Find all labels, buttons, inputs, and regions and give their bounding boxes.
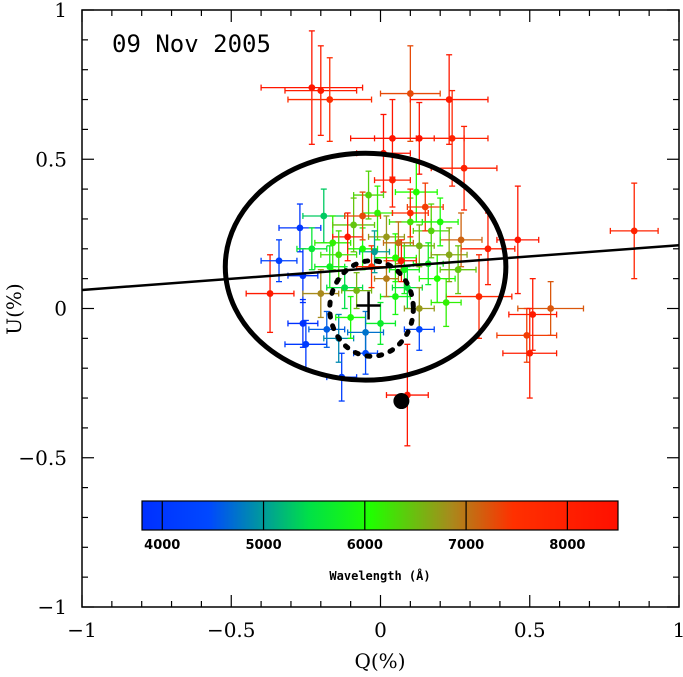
data-point [630, 227, 638, 235]
data-point [412, 188, 420, 196]
data-point [403, 284, 411, 292]
colorbar-tick-label: 4000 [144, 538, 180, 553]
data-point [359, 245, 366, 253]
data-point [308, 84, 316, 92]
data-point [547, 305, 555, 312]
data-point [320, 212, 328, 220]
y-tick-label: 0 [54, 297, 67, 321]
data-point [389, 134, 396, 142]
x-axis-title: Q(%) [354, 649, 405, 673]
data-point [436, 218, 444, 226]
data-point [317, 290, 325, 297]
data-point [415, 134, 423, 142]
axis-ticks [81, 9, 680, 608]
data-point [383, 275, 390, 283]
data-point [266, 290, 274, 297]
data-point [475, 293, 483, 300]
colorbar-tick-label: 5000 [245, 538, 281, 553]
x-tick-label: 1 [673, 618, 683, 642]
data-point [389, 176, 396, 184]
data-point [445, 251, 453, 259]
data-point [326, 96, 334, 103]
data-point [427, 227, 435, 235]
data-point [359, 212, 366, 220]
data-point [317, 87, 325, 94]
colorbar-tick-label: 6000 [347, 538, 383, 553]
colorbar-ticks: 4000 5000 6000 7000 8000 [144, 501, 585, 553]
data-point [371, 248, 378, 256]
data-point [344, 233, 352, 241]
colorbar-title: Wavelength (Å) [329, 568, 430, 583]
data-point [299, 320, 307, 327]
data-point [275, 257, 283, 265]
x-tick-label: −0.5 [207, 618, 256, 642]
colorbar-tick-label: 7000 [448, 538, 484, 553]
data-point [406, 218, 414, 226]
data-point [514, 236, 522, 244]
data-point [406, 90, 414, 97]
data-point [392, 254, 399, 262]
colorbar-tick-label: 8000 [549, 538, 585, 553]
x-tick-label: −1 [67, 618, 96, 642]
data-point [529, 311, 537, 318]
data-point [442, 299, 450, 306]
error-bars [245, 30, 659, 447]
data-point [526, 349, 534, 357]
data-point [415, 305, 423, 312]
chart-title: 09 Nov 2005 [112, 30, 271, 58]
data-point [433, 275, 441, 283]
data-point [350, 221, 358, 229]
data-point [302, 340, 310, 348]
colorbar-gradient [141, 500, 619, 531]
data-point [383, 233, 390, 241]
y-tick-label: −1 [38, 595, 67, 619]
data-point [400, 266, 408, 274]
colorbar: 4000 5000 6000 7000 8000 Wavelength (Å) [141, 500, 619, 583]
data-point [454, 266, 462, 274]
data-point [421, 203, 429, 211]
data-point [406, 209, 414, 217]
tick-labels: −1 −0.5 0 0.5 1 −1 −0.5 0 0.5 1 [18, 0, 683, 642]
data-point [377, 320, 384, 327]
x-tick-label: 0 [374, 618, 387, 642]
data-point [326, 263, 334, 271]
cross-marker [356, 291, 381, 320]
data-point [362, 328, 369, 336]
isp-marker [393, 393, 410, 410]
data-point [484, 245, 492, 253]
data-point [341, 284, 349, 292]
data-point [353, 287, 361, 294]
x-tick-label: 0.5 [514, 618, 546, 642]
y-tick-label: −0.5 [18, 446, 67, 470]
data-point [374, 209, 381, 217]
dashed-ellipse [327, 258, 416, 359]
data-point [296, 224, 304, 232]
data-point [308, 245, 316, 253]
data-point [415, 242, 423, 250]
data-point [335, 251, 343, 259]
data-point [445, 96, 453, 103]
data-point [395, 239, 402, 247]
data-point [365, 191, 372, 199]
data-point [397, 257, 405, 265]
data-point [347, 314, 355, 321]
data-point [392, 293, 399, 300]
data-point [523, 331, 531, 339]
fit-line [82, 243, 679, 292]
y-tick-label: 0.5 [35, 147, 67, 171]
data-point [448, 134, 456, 142]
data-point [323, 325, 331, 333]
data-point [460, 164, 468, 172]
data-point [329, 239, 337, 247]
data-point [457, 236, 465, 244]
y-axis-title: U(%) [2, 283, 26, 334]
y-tick-label: 1 [54, 0, 67, 22]
confidence-ellipse [222, 150, 509, 383]
data-point [415, 325, 423, 333]
